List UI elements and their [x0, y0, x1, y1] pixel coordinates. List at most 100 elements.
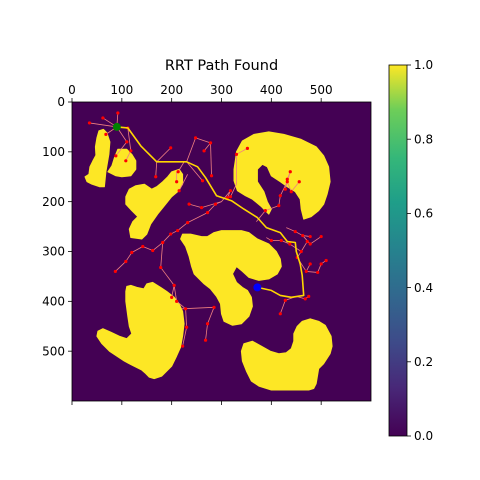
tree-edge — [171, 285, 175, 298]
tree-node — [172, 283, 176, 287]
x-tick-label: 500 — [310, 83, 333, 97]
tree-node — [228, 195, 233, 199]
y-tick-label: 100 — [42, 145, 65, 159]
tree-edge — [290, 181, 300, 192]
tree-node — [324, 258, 328, 263]
tree-node — [277, 204, 281, 208]
tree-edge — [115, 141, 128, 157]
obstacle — [240, 318, 333, 391]
tree-edge — [155, 161, 158, 177]
tree-node — [205, 211, 210, 215]
tree-node — [101, 116, 105, 120]
tree-edge — [210, 142, 212, 176]
tree-node — [176, 170, 180, 174]
tree-node — [304, 269, 308, 274]
obstacle — [84, 128, 111, 188]
colorbar-ticks: 0.0 0.2 0.4 0.6 0.8 1.0 — [407, 58, 433, 443]
tree-edge — [125, 150, 132, 161]
tree-node — [181, 344, 185, 348]
tree-node — [288, 170, 292, 174]
x-tick-label: 0 — [68, 83, 76, 97]
tree-node — [124, 159, 128, 163]
tree-node — [130, 250, 134, 255]
x-tick-label: 100 — [110, 83, 133, 97]
y-axis: 0 100 200 300 400 500 — [42, 95, 72, 358]
y-tick-label: 500 — [42, 344, 65, 358]
tree-node — [177, 189, 181, 193]
tree-node — [141, 244, 145, 249]
tree-node — [175, 180, 179, 184]
rrt-path — [116, 126, 305, 299]
tree-edge — [265, 205, 279, 212]
tree-node — [303, 297, 307, 301]
tree-edge — [221, 190, 231, 202]
start-marker — [112, 122, 121, 131]
path-layer — [116, 126, 305, 299]
tree-node — [202, 149, 206, 153]
tree-edge — [207, 203, 216, 213]
tree-node — [285, 180, 289, 184]
tree-edge — [203, 142, 211, 152]
tree-node — [234, 152, 239, 156]
y-tick-label: 0 — [57, 95, 65, 109]
tree-edge — [182, 327, 188, 347]
tree-node — [193, 136, 198, 140]
tree-edge — [156, 147, 171, 163]
colorbar-tick-label: 0.2 — [414, 355, 433, 369]
tree-edge — [286, 181, 292, 192]
tree-edge — [160, 267, 175, 286]
tree-edge — [236, 147, 248, 155]
tree-edge — [286, 227, 296, 232]
tree-edge — [160, 242, 164, 268]
tree-edge — [256, 210, 266, 222]
tree-edge — [302, 235, 311, 245]
tree-node — [299, 249, 303, 254]
tree-edge — [173, 285, 178, 302]
tree-node — [87, 121, 92, 125]
tree-node — [185, 325, 189, 329]
tree-node — [161, 240, 165, 245]
obstacles — [84, 128, 333, 391]
tree-edge — [187, 212, 208, 223]
x-axis: 0 100 200 300 400 500 — [68, 83, 333, 405]
tree-node — [305, 239, 309, 244]
tree-edges — [89, 112, 327, 347]
y-tick-label: 300 — [42, 245, 65, 259]
tree-node — [289, 190, 293, 194]
tree-node — [245, 146, 250, 150]
tree-node — [283, 298, 287, 302]
colorbar-gradient — [388, 64, 408, 437]
tree-node — [308, 242, 312, 246]
tree-node — [319, 234, 323, 239]
colorbar-tick-label: 0.4 — [414, 281, 433, 295]
tree-node — [114, 154, 118, 158]
tree-node — [308, 234, 312, 239]
tree-edge — [189, 203, 202, 209]
tree-node — [187, 202, 191, 206]
tree-node — [307, 294, 311, 298]
tree-node — [319, 262, 323, 266]
y-tick-label: 200 — [42, 195, 65, 209]
tree-node — [199, 206, 204, 210]
tree-node — [278, 194, 282, 198]
tree-node — [269, 238, 273, 243]
colorbar-tick-label: 0.6 — [414, 207, 433, 221]
tree-node — [297, 180, 301, 184]
x-tick-label: 200 — [160, 83, 183, 97]
tree-edge — [115, 261, 127, 272]
colorbar-tick-label: 1.0 — [414, 58, 433, 72]
tree-node — [288, 242, 292, 246]
tree-node — [212, 305, 216, 309]
tree-edge — [306, 271, 318, 273]
tree-node — [170, 295, 174, 299]
tree-node — [279, 238, 283, 243]
tree-node — [169, 146, 173, 150]
tree-edge — [89, 122, 117, 128]
obstacle — [180, 230, 282, 326]
tree-edge — [279, 300, 286, 314]
tree-edge — [162, 233, 171, 243]
tree-edge — [185, 308, 188, 328]
tree-node — [316, 270, 320, 275]
tree-node — [213, 202, 218, 206]
tree-edge — [142, 246, 153, 251]
